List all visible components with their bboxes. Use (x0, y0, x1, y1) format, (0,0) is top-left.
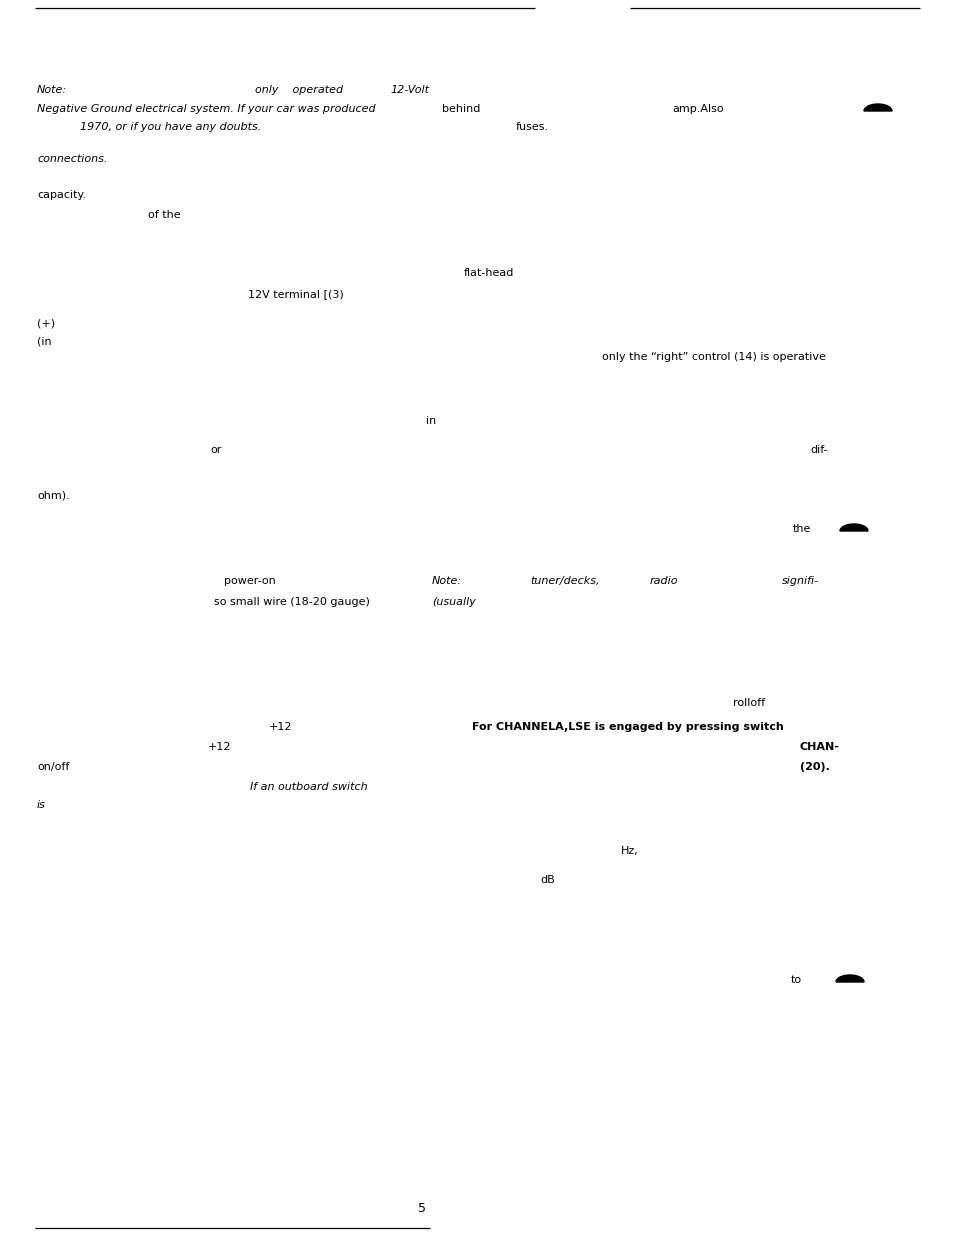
Text: radio: radio (649, 576, 678, 586)
Text: 5: 5 (417, 1202, 426, 1215)
Text: (in: (in (37, 336, 51, 346)
Text: Hz,: Hz, (620, 846, 639, 856)
Text: on/off: on/off (37, 762, 70, 772)
Text: capacity.: capacity. (37, 190, 86, 199)
Text: rolloff: rolloff (732, 698, 764, 707)
Text: For CHANNELA,LSE is engaged by pressing switch: For CHANNELA,LSE is engaged by pressing … (472, 722, 783, 732)
Text: dB: dB (539, 875, 554, 885)
Text: Note:: Note: (432, 576, 461, 586)
Text: Note:: Note: (37, 85, 67, 95)
Text: (usually: (usually (432, 597, 476, 607)
Text: or: or (210, 445, 221, 455)
Text: (+): (+) (37, 318, 55, 328)
Text: Negative Ground electrical system. If your car was produced: Negative Ground electrical system. If yo… (37, 104, 375, 114)
Text: fuses.: fuses. (516, 121, 549, 133)
Text: +12: +12 (208, 742, 232, 752)
Polygon shape (840, 524, 867, 532)
Text: to: to (790, 975, 801, 985)
Text: in: in (426, 416, 436, 426)
Text: tuner/decks,: tuner/decks, (530, 576, 598, 586)
Text: ohm).: ohm). (37, 489, 70, 501)
Text: If an outboard switch: If an outboard switch (250, 782, 367, 792)
Text: only    operated: only operated (254, 85, 343, 95)
Text: only the “right” control (14) is operative: only the “right” control (14) is operati… (601, 352, 825, 362)
Text: of the: of the (148, 209, 180, 221)
Text: 1970, or if you have any doubts.: 1970, or if you have any doubts. (80, 121, 261, 133)
Polygon shape (863, 104, 891, 112)
Text: CHAN-: CHAN- (800, 742, 839, 752)
Text: the: the (792, 524, 810, 534)
Text: flat-head: flat-head (463, 268, 514, 278)
Text: is: is (37, 800, 46, 810)
Text: (20).: (20). (800, 762, 829, 772)
Text: connections.: connections. (37, 154, 108, 164)
Text: amp.Also: amp.Also (671, 104, 723, 114)
Text: 12-Volt: 12-Volt (390, 85, 429, 95)
Text: dif-: dif- (809, 445, 827, 455)
Text: +12: +12 (269, 722, 293, 732)
Text: 12V terminal [(3): 12V terminal [(3) (248, 289, 343, 299)
Text: power-on: power-on (224, 576, 275, 586)
Text: behind: behind (441, 104, 480, 114)
Text: signifi-: signifi- (781, 576, 819, 586)
Text: so small wire (18-20 gauge): so small wire (18-20 gauge) (213, 597, 370, 607)
Polygon shape (835, 975, 863, 983)
